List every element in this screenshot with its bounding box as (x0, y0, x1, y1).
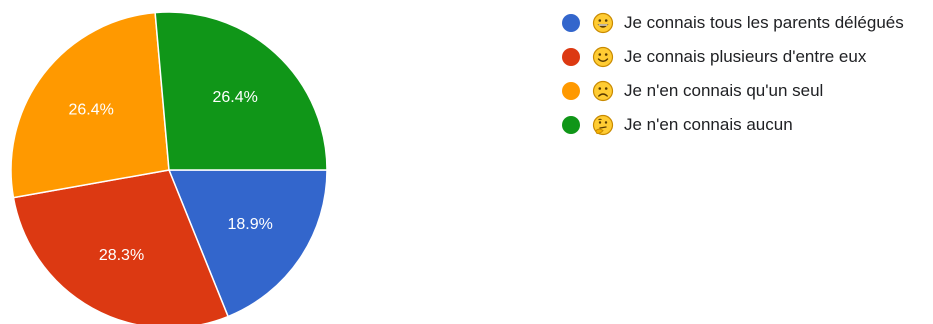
legend-item-3[interactable]: Je n'en connais qu'un seul (562, 78, 932, 104)
legend-label: Je n'en connais aucun (624, 115, 793, 134)
pie-slice-label-2: 28.3% (99, 247, 144, 264)
legend-swatch (562, 82, 580, 100)
legend-swatch (562, 116, 580, 134)
legend: Je connais tous les parents délégués Je c… (562, 10, 932, 146)
legend-item-2[interactable]: Je connais plusieurs d'entre eux (562, 44, 932, 70)
legend-swatch (562, 48, 580, 66)
legend-item-4[interactable]: Je n'en connais aucun (562, 112, 932, 138)
pie-slice-label-1: 18.9% (228, 216, 273, 233)
legend-item-1[interactable]: Je connais tous les parents délégués (562, 10, 932, 36)
legend-label: Je connais tous les parents délégués (624, 13, 904, 32)
legend-label: Je connais plusieurs d'entre eux (624, 47, 866, 66)
legend-swatch (562, 14, 580, 32)
thinking-face-icon (592, 114, 614, 136)
slightly-smiling-face-icon (592, 46, 614, 68)
legend-label: Je n'en connais qu'un seul (624, 81, 823, 100)
pie-plot: 18.9% 28.3% 26.4% 26.4% (0, 0, 340, 324)
pie-slice-label-3: 26.4% (69, 102, 114, 119)
slightly-frowning-face-icon (592, 80, 614, 102)
pie-slice-label-4: 26.4% (213, 89, 258, 106)
grinning-face-icon (592, 12, 614, 34)
